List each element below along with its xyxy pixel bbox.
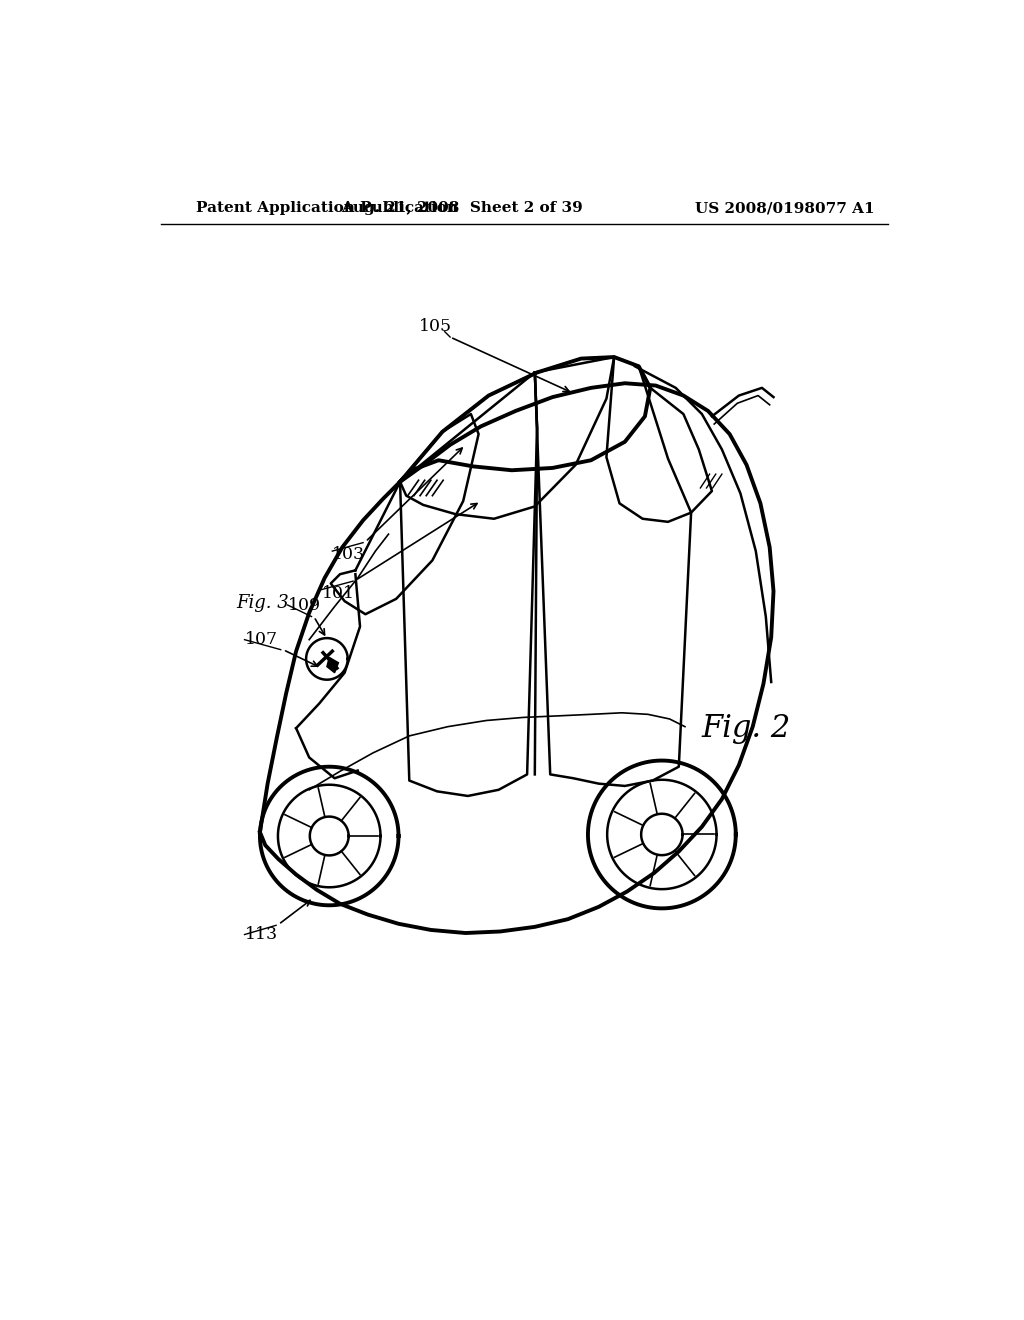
Text: 103: 103 xyxy=(333,546,366,564)
Text: 113: 113 xyxy=(245,927,278,942)
Text: 109: 109 xyxy=(288,597,321,614)
Text: Patent Application Publication: Patent Application Publication xyxy=(196,202,458,215)
Text: Aug. 21, 2008  Sheet 2 of 39: Aug. 21, 2008 Sheet 2 of 39 xyxy=(341,202,583,215)
Text: 107: 107 xyxy=(245,631,278,648)
Text: 105: 105 xyxy=(419,318,453,335)
Text: 101: 101 xyxy=(322,585,354,602)
Polygon shape xyxy=(327,657,339,673)
Text: US 2008/0198077 A1: US 2008/0198077 A1 xyxy=(695,202,874,215)
Text: Fig. 2: Fig. 2 xyxy=(701,713,792,743)
Text: Fig. 3: Fig. 3 xyxy=(237,594,290,612)
